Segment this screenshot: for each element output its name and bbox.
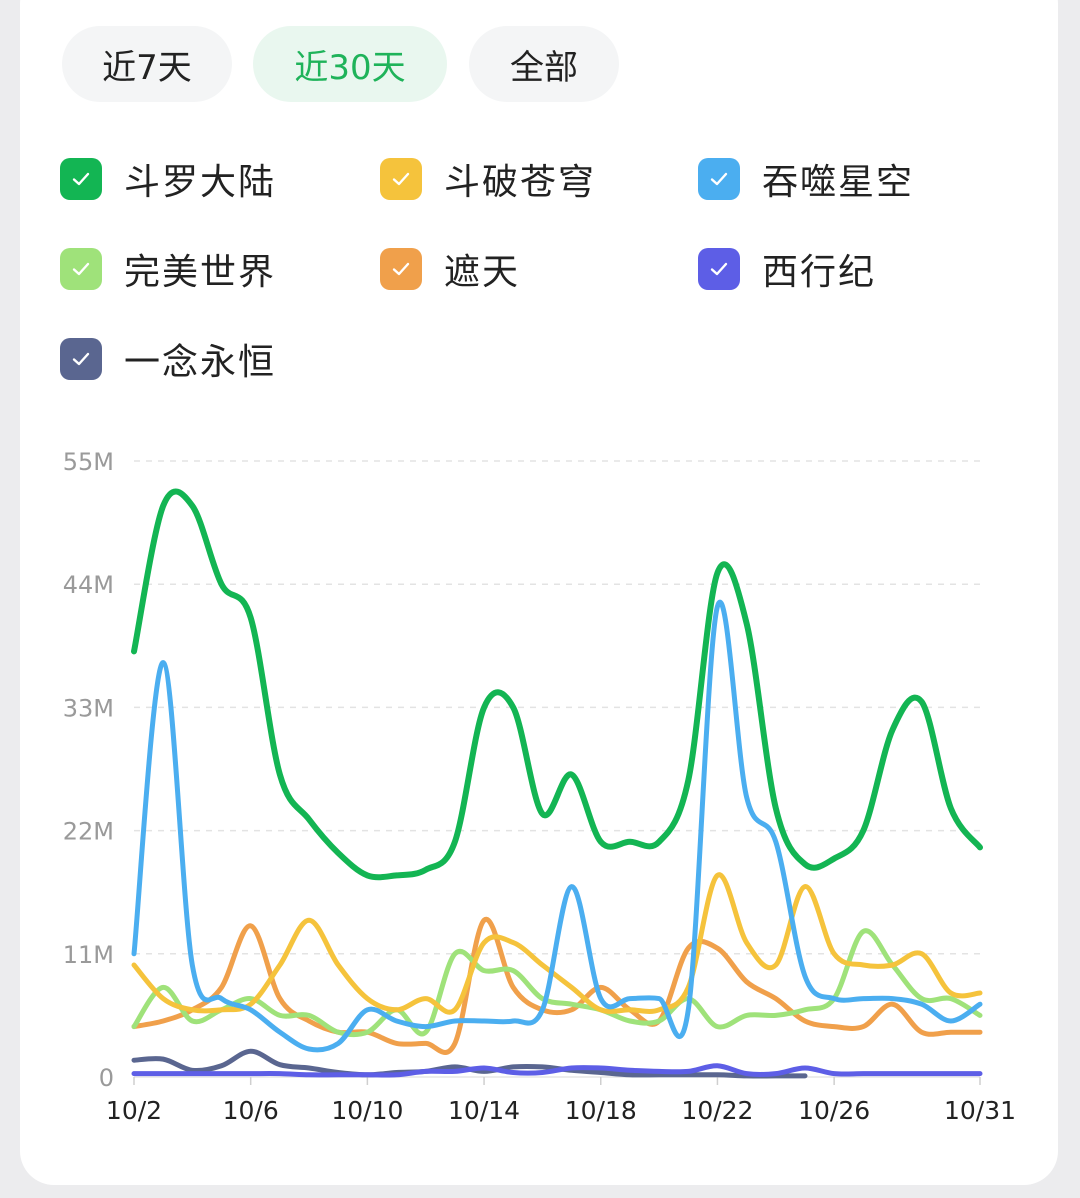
checkbox-checked-icon[interactable]: [698, 248, 740, 290]
series-line-0: [131, 488, 983, 881]
x-tick-label: 10/10: [331, 1096, 403, 1125]
series-line-5: [131, 1063, 983, 1078]
legend-item-xixing[interactable]: 西行纪: [698, 243, 876, 295]
y-tick-label: 0: [99, 1064, 114, 1092]
legend-label: 西行纪: [762, 252, 877, 293]
x-tick-label: 10/31: [944, 1096, 1016, 1125]
y-tick-label: 55M: [63, 448, 114, 476]
legend-item-tunshi[interactable]: 吞噬星空: [698, 153, 914, 205]
checkbox-checked-icon[interactable]: [380, 158, 422, 200]
checkbox-checked-icon[interactable]: [60, 248, 102, 290]
line-chart: 0 11M 22M 33M 44M 55M 10/2 10/6 10/10 10/14 10/18 1…: [63, 448, 1016, 1125]
legend-item-zhetian[interactable]: 遮天: [380, 243, 520, 295]
y-tick-label: 33M: [63, 694, 114, 722]
legend-label: 遮天: [444, 252, 521, 293]
series-line-3: [131, 928, 983, 1038]
x-tick-label: 10/22: [681, 1096, 753, 1125]
y-tick-label: 44M: [63, 571, 114, 599]
legend-item-doupo[interactable]: 斗破苍穹: [380, 153, 596, 205]
x-tick-label: 10/14: [448, 1096, 520, 1125]
legend-label: 斗罗大陆: [124, 162, 277, 203]
checkbox-checked-icon[interactable]: [380, 248, 422, 290]
checkbox-checked-icon[interactable]: [698, 158, 740, 200]
y-tick-label: 22M: [63, 818, 114, 846]
checkbox-checked-icon[interactable]: [60, 338, 102, 380]
series-line-2: [131, 600, 983, 1053]
legend-label: 吞噬星空: [762, 162, 915, 203]
legend-label: 完美世界: [124, 252, 277, 293]
legend-label: 一念永恒: [124, 342, 277, 383]
series-line-1: [131, 872, 983, 1015]
x-tick-label: 10/6: [223, 1096, 279, 1125]
tab-all[interactable]: 全部: [469, 26, 619, 102]
x-tick-label: 10/26: [798, 1096, 870, 1125]
legend-item-wanmei[interactable]: 完美世界: [60, 243, 276, 295]
tab-7-days[interactable]: 近7天: [62, 26, 232, 102]
legend-label: 斗破苍穹: [444, 162, 597, 203]
legend-item-yinian[interactable]: 一念永恒: [60, 333, 276, 385]
x-tick-label: 10/18: [565, 1096, 637, 1125]
tab-30-days[interactable]: 近30天: [253, 26, 447, 102]
checkbox-checked-icon[interactable]: [60, 158, 102, 200]
legend-item-douluo[interactable]: 斗罗大陆: [60, 153, 276, 205]
chart-card: [20, 0, 1058, 1185]
y-tick-label: 11M: [63, 941, 114, 969]
x-tick-label: 10/2: [106, 1096, 162, 1125]
